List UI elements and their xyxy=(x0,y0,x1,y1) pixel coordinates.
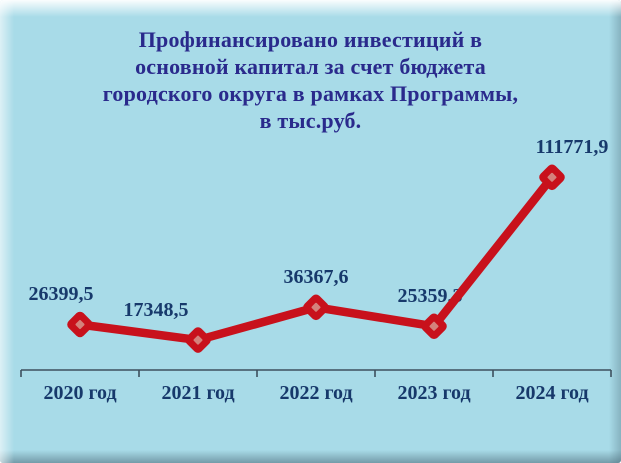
x-axis-label-2020: 2020 год xyxy=(43,382,117,404)
x-axis-label-2024: 2024 год xyxy=(515,382,589,404)
x-axis-label-2023: 2023 год xyxy=(397,382,471,404)
data-label-2020: 26399,5 xyxy=(28,283,94,306)
data-label-2021: 17348,5 xyxy=(123,299,189,322)
data-label-2022: 36367,6 xyxy=(283,266,349,289)
x-axis-label-2022: 2022 год xyxy=(279,382,353,404)
data-label-2023: 25359,3 xyxy=(397,285,463,308)
x-axis-label-2021: 2021 год xyxy=(161,382,235,404)
data-label-2024: 111771,9 xyxy=(535,136,609,159)
x-axis-labels: 2020 год 2021 год 2022 год 2023 год 2024… xyxy=(21,381,611,405)
